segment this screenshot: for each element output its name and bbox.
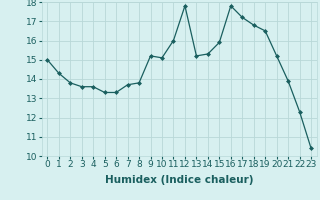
X-axis label: Humidex (Indice chaleur): Humidex (Indice chaleur) <box>105 175 253 185</box>
